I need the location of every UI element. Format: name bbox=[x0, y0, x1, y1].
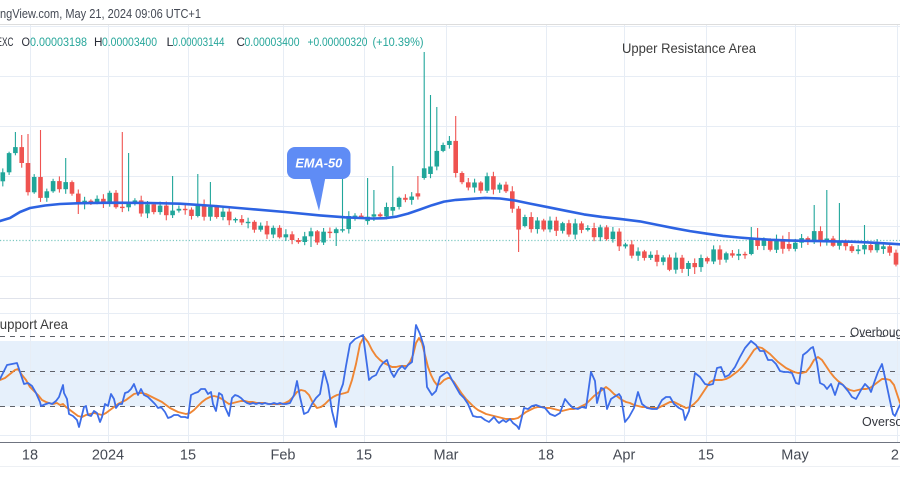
svg-text:21: 21 bbox=[891, 448, 900, 464]
svg-text:O: O bbox=[22, 35, 31, 49]
svg-text:Mar: Mar bbox=[434, 448, 459, 464]
svg-text:L: L bbox=[167, 35, 174, 49]
svg-text:EMA-50: EMA-50 bbox=[295, 156, 342, 171]
svg-text:2024: 2024 bbox=[92, 448, 124, 464]
svg-text:0.00003144: 0.00003144 bbox=[173, 35, 225, 49]
svg-text:Feb: Feb bbox=[271, 448, 296, 464]
svg-text:(+10.39%): (+10.39%) bbox=[373, 35, 424, 49]
svg-text:H: H bbox=[94, 35, 103, 49]
svg-text:15: 15 bbox=[356, 448, 372, 464]
svg-text:15: 15 bbox=[180, 448, 196, 464]
svg-text:18: 18 bbox=[22, 448, 38, 464]
svg-text:+0.00000320: +0.00000320 bbox=[308, 35, 368, 49]
svg-text:C: C bbox=[237, 35, 246, 49]
svg-text:Support Area: Support Area bbox=[0, 316, 68, 332]
svg-text:0.00003198: 0.00003198 bbox=[30, 35, 87, 49]
svg-text:0.00003400: 0.00003400 bbox=[102, 35, 157, 49]
svg-text:ngView.com, May 21, 2024 09:06: ngView.com, May 21, 2024 09:06 UTC+1 bbox=[0, 7, 201, 21]
svg-text:Upper Resistance Area: Upper Resistance Area bbox=[622, 40, 756, 56]
svg-text:0.00003400: 0.00003400 bbox=[245, 35, 300, 49]
svg-text:Overbought: Overbought bbox=[850, 325, 900, 340]
svg-text:Oversold: Oversold bbox=[862, 414, 900, 429]
svg-text:EXC: EXC bbox=[0, 35, 14, 49]
svg-text:18: 18 bbox=[538, 448, 554, 464]
svg-text:Apr: Apr bbox=[613, 448, 636, 464]
svg-text:May: May bbox=[781, 448, 809, 464]
svg-text:15: 15 bbox=[698, 448, 714, 464]
